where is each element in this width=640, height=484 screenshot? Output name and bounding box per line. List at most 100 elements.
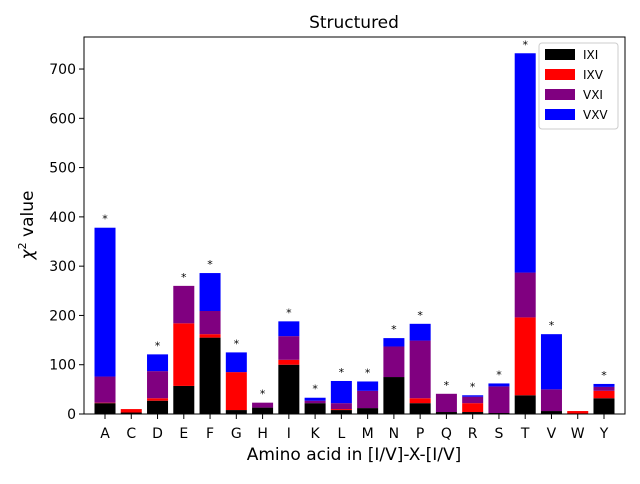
bar-L-VXV (331, 381, 352, 403)
bar-E-IXV (173, 323, 194, 386)
bar-Q-IXI (436, 412, 457, 414)
bar-G-IXI (226, 410, 247, 414)
bar-H-IXI (252, 408, 273, 414)
bar-M-VXI (357, 391, 378, 408)
legend-label-IXV: IXV (583, 68, 604, 82)
bar-T-VXI (515, 273, 536, 318)
legend-swatch-VXV (545, 109, 575, 120)
bar-Y-VXV (593, 384, 614, 387)
x-tick-label: F (206, 426, 214, 442)
bar-E-VXI (173, 286, 194, 323)
significance-marker-Q: * (444, 379, 450, 392)
x-tick-label: T (520, 426, 530, 442)
significance-marker-K: * (312, 383, 318, 396)
bar-P-VXV (410, 324, 431, 341)
significance-marker-S: * (496, 368, 502, 381)
bar-A-VXV (95, 228, 116, 377)
bar-D-IXI (147, 401, 168, 414)
bar-T-VXV (515, 53, 536, 272)
y-tick-label: 400 (49, 210, 76, 226)
bar-S-VXI (488, 386, 509, 413)
significance-marker-Y: * (601, 369, 607, 382)
bar-Y-IXI (593, 398, 614, 414)
bar-L-IXI (331, 410, 352, 414)
significance-marker-N: * (391, 323, 397, 336)
significance-marker-L: * (339, 366, 345, 379)
x-tick-label: P (416, 426, 424, 442)
bar-Y-IXV (593, 391, 614, 398)
bar-M-VXV (357, 381, 378, 390)
x-axis-label: Amino acid in [I/V]-X-[I/V] (247, 445, 462, 465)
significance-marker-M: * (365, 366, 371, 379)
bar-L-VXI (331, 403, 352, 409)
y-tick-label: 300 (49, 259, 76, 275)
y-tick-label: 100 (49, 358, 76, 374)
significance-marker-D: * (155, 339, 161, 352)
x-tick-label: A (100, 426, 110, 442)
bar-N-VXV (383, 338, 404, 346)
bar-P-VXI (410, 341, 431, 399)
bar-D-IXV (147, 398, 168, 400)
legend-swatch-VXI (545, 89, 575, 100)
bar-R-VXI (462, 397, 483, 403)
bar-D-VXI (147, 371, 168, 398)
bar-I-IXV (278, 360, 299, 365)
bar-V-VXI (541, 389, 562, 411)
bar-T-IXV (515, 317, 536, 395)
y-tick-label: 500 (49, 161, 76, 177)
x-tick-label: R (468, 426, 478, 442)
bar-K-VXI (305, 401, 326, 403)
significance-marker-R: * (470, 380, 476, 393)
x-tick-label: E (179, 426, 188, 442)
x-tick-label: D (152, 426, 163, 442)
bar-N-VXI (383, 346, 404, 377)
bar-V-VXV (541, 334, 562, 389)
bar-C-IXV (121, 409, 142, 412)
bar-F-IXV (200, 334, 221, 337)
bar-D-VXV (147, 354, 168, 371)
x-tick-label: G (231, 426, 242, 442)
bar-F-VXI (200, 311, 221, 334)
x-tick-label: W (571, 426, 585, 442)
bar-E-IXI (173, 386, 194, 414)
bar-R-VXV (462, 395, 483, 396)
x-tick-label: Y (599, 426, 609, 442)
bar-P-IXV (410, 398, 431, 403)
legend-label-VXV: VXV (583, 108, 608, 122)
x-tick-label: H (257, 426, 268, 442)
bar-L-IXV (331, 409, 352, 410)
y-tick-label: 600 (49, 111, 76, 127)
bar-M-IXI (357, 408, 378, 414)
y-axis-label: χ2 value (16, 191, 38, 261)
x-tick-label: M (362, 426, 374, 442)
bar-K-VXV (305, 398, 326, 401)
x-tick-label: S (494, 426, 503, 442)
legend-label-IXI: IXI (583, 48, 598, 62)
significance-marker-A: * (102, 213, 108, 226)
legend-label-VXI: VXI (583, 88, 603, 102)
bar-I-IXI (278, 365, 299, 414)
bar-G-VXV (226, 352, 247, 372)
bar-C-IXI (121, 413, 142, 414)
bar-S-VXV (488, 383, 509, 386)
legend: IXI IXV VXI VXV (539, 43, 618, 129)
x-tick-label: N (389, 426, 399, 442)
significance-marker-V: * (549, 319, 555, 332)
significance-marker-G: * (234, 337, 240, 350)
x-tick-label: V (547, 426, 557, 442)
bar-I-VXI (278, 336, 299, 360)
significance-marker-T: * (522, 38, 528, 51)
y-tick-label: 700 (49, 62, 76, 78)
bar-Q-VXI (436, 394, 457, 412)
bar-Y-VXI (593, 387, 614, 391)
bar-S-IXI (488, 413, 509, 414)
significance-marker-I: * (286, 306, 292, 319)
bar-R-IXV (462, 403, 483, 412)
bar-T-IXI (515, 395, 536, 414)
chart-title: Structured (309, 13, 399, 33)
legend-swatch-IXV (545, 69, 575, 80)
significance-marker-F: * (207, 258, 213, 271)
